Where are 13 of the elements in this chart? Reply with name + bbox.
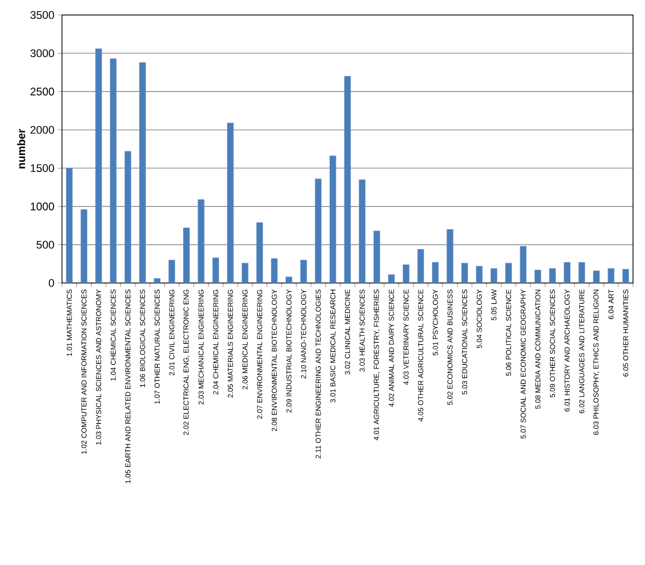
bar bbox=[549, 268, 556, 283]
y-tick-label: 1500 bbox=[30, 164, 54, 172]
y-tick-label: 2500 bbox=[30, 88, 54, 96]
y-tick-label: 2000 bbox=[30, 126, 54, 134]
bar bbox=[446, 229, 454, 283]
bar bbox=[242, 262, 248, 283]
y-tick-label: 3000 bbox=[30, 49, 54, 58]
bar bbox=[344, 76, 351, 283]
y-tick-label: 500 bbox=[36, 240, 54, 249]
y-axis-title: number bbox=[17, 129, 26, 168]
y-tick-label: 0 bbox=[48, 279, 54, 287]
y-tick-label: 1000 bbox=[30, 202, 54, 210]
y-tick-label: 3500 bbox=[30, 11, 54, 19]
